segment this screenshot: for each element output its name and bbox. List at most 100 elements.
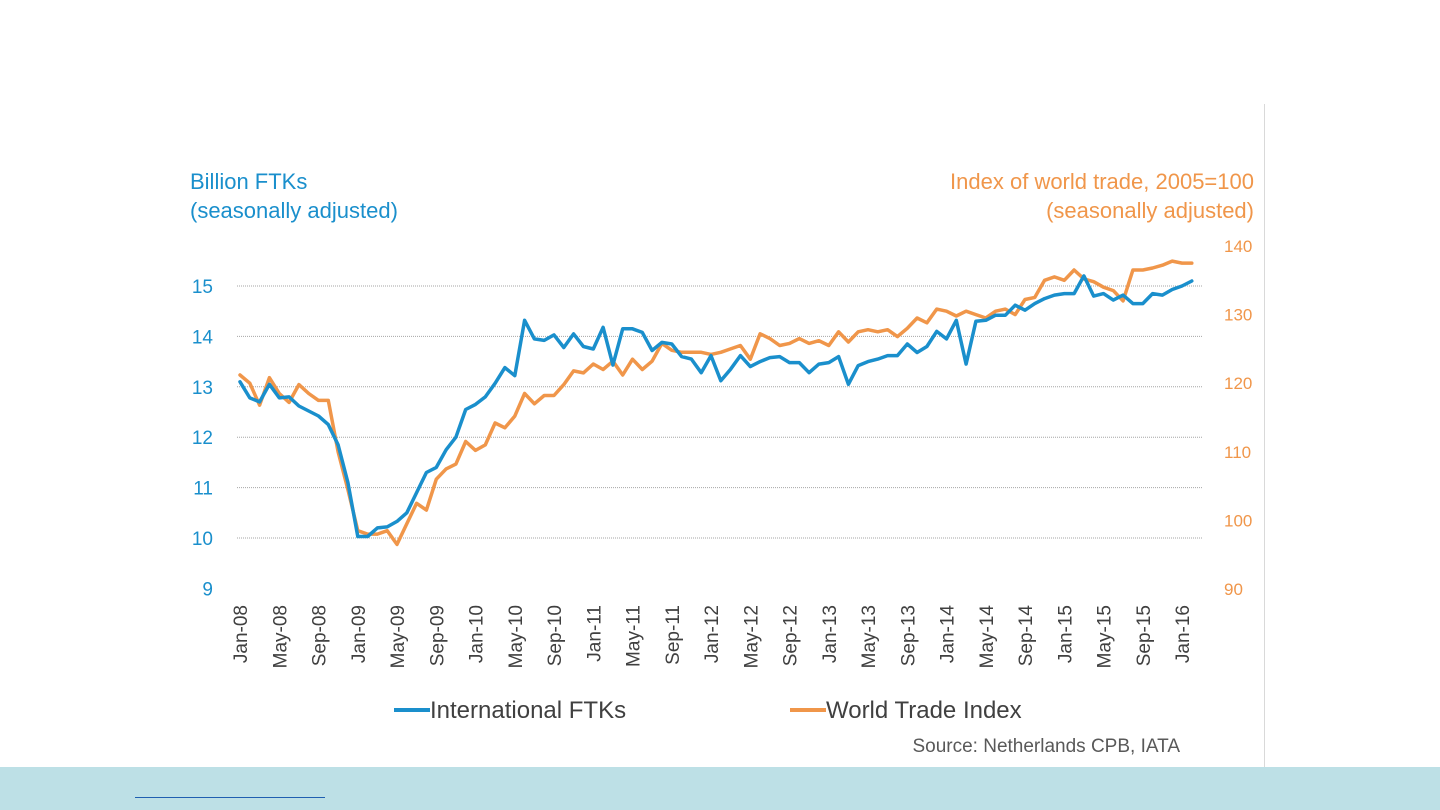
data-point <box>985 319 987 322</box>
x-tick-label: Sep-14 <box>1016 605 1037 667</box>
data-point <box>896 354 899 357</box>
data-point <box>828 344 830 347</box>
data-point <box>965 363 967 365</box>
data-point <box>543 339 545 342</box>
data-point <box>1073 292 1075 295</box>
data-point <box>739 354 742 357</box>
legend: International FTKs World Trade Index <box>394 697 1022 724</box>
data-point <box>1053 276 1056 278</box>
data-point <box>641 368 644 371</box>
data-point <box>249 382 251 385</box>
x-tick-label: May-11 <box>624 605 645 667</box>
data-point <box>1161 294 1164 296</box>
data-point <box>514 374 516 377</box>
data-point <box>828 361 830 364</box>
x-tick-label: Jan-09 <box>349 605 370 663</box>
data-point <box>298 405 300 407</box>
data-point <box>818 339 820 342</box>
data-point <box>494 382 496 385</box>
data-point <box>592 348 595 350</box>
data-point <box>1102 286 1105 289</box>
x-tick-label: Sep-08 <box>310 605 331 666</box>
x-tick-label: Jan-16 <box>1173 605 1194 663</box>
data-point <box>1181 285 1183 287</box>
data-point <box>808 371 810 374</box>
data-point <box>778 344 781 347</box>
footer-link[interactable] <box>135 797 325 798</box>
data-point <box>896 335 899 338</box>
left-tick-label: 12 <box>192 428 213 449</box>
data-point <box>700 371 702 374</box>
data-point <box>720 351 722 354</box>
data-point <box>484 396 487 398</box>
data-point <box>523 392 526 395</box>
right-axis-title-line2: (seasonally adjusted) <box>1046 198 1254 223</box>
data-point <box>945 310 948 313</box>
data-point <box>504 427 506 429</box>
data-point <box>484 444 487 446</box>
left-tick-label: 11 <box>193 479 213 500</box>
data-point <box>288 401 290 404</box>
x-tick-label: Sep-11 <box>663 605 684 665</box>
data-point <box>239 374 241 376</box>
data-point <box>317 415 320 417</box>
data-point <box>445 449 447 451</box>
data-point <box>317 399 320 402</box>
data-point <box>582 345 585 348</box>
data-point <box>671 349 673 352</box>
data-point <box>651 349 653 352</box>
data-point <box>1063 292 1066 295</box>
data-point <box>886 328 889 331</box>
data-point <box>621 328 624 330</box>
data-point <box>474 449 477 452</box>
right-tick-label: 90 <box>1224 580 1243 599</box>
data-point <box>1004 308 1007 310</box>
right-axis-title: Index of world trade, 2005=100 (seasonal… <box>950 167 1254 225</box>
data-point <box>406 512 408 514</box>
data-point <box>631 328 634 330</box>
data-point <box>1142 302 1144 305</box>
data-point <box>327 399 330 402</box>
data-point <box>1171 260 1173 262</box>
right-tick-label: 130 <box>1224 306 1252 325</box>
data-point <box>1102 292 1105 295</box>
data-point <box>690 358 693 360</box>
series-line-world-trade <box>238 259 1194 547</box>
x-tick-label: Sep-12 <box>781 605 802 666</box>
data-point <box>729 368 732 371</box>
data-point <box>955 319 958 322</box>
data-point <box>1142 269 1144 271</box>
data-point <box>1112 289 1115 292</box>
data-point <box>376 527 379 529</box>
legend-label: World Trade Index <box>826 697 1022 724</box>
data-point <box>553 334 555 336</box>
data-point <box>376 533 379 535</box>
data-point <box>435 466 438 469</box>
x-tick-label: May-12 <box>741 605 762 668</box>
data-point <box>602 368 604 371</box>
x-tick-label: May-09 <box>388 605 409 668</box>
data-point <box>1151 267 1154 269</box>
data-point <box>916 351 918 354</box>
left-tick-label: 14 <box>192 327 214 348</box>
data-point <box>916 317 918 319</box>
data-point <box>504 366 506 369</box>
data-point <box>935 308 938 310</box>
x-tick-label: Sep-13 <box>898 605 919 666</box>
data-point <box>357 535 359 538</box>
data-point <box>445 468 447 470</box>
data-point <box>641 331 644 334</box>
data-point <box>347 481 349 484</box>
data-point <box>258 401 261 403</box>
data-point <box>994 310 997 313</box>
data-point <box>965 310 967 313</box>
data-point <box>1034 296 1036 299</box>
data-point <box>975 320 977 323</box>
data-point <box>1191 262 1193 264</box>
data-point <box>729 348 732 350</box>
data-point <box>759 333 761 335</box>
data-point <box>563 346 565 349</box>
data-point <box>720 380 722 382</box>
data-point <box>455 463 457 465</box>
x-tick-label: Sep-10 <box>545 605 566 666</box>
